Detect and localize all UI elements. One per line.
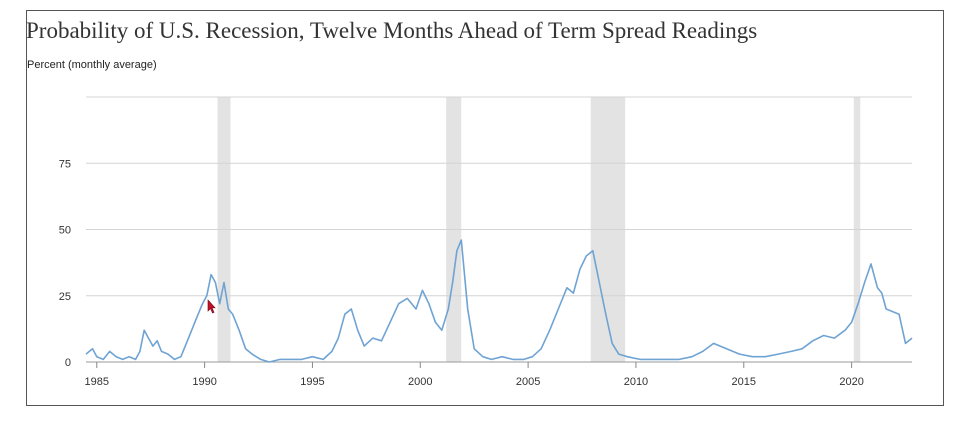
chart-title: Probability of U.S. Recession, Twelve Mo… [26, 18, 758, 43]
y-tick-label: 25 [59, 291, 71, 303]
x-tick-label: 2000 [408, 376, 432, 388]
y-tick-label: 0 [65, 357, 71, 369]
grid-lines [86, 96, 912, 363]
x-tick-label: 2010 [624, 376, 648, 388]
x-tick-label: 2005 [516, 376, 540, 388]
y-tick-label: 75 [59, 158, 71, 170]
x-axis-ticks: 1985 1990 1995 2000 2005 2010 2015 2020 [85, 362, 864, 388]
chart-frame [26, 10, 944, 406]
cursor-pointer-icon [207, 299, 216, 314]
x-tick-label: 2015 [732, 376, 756, 388]
y-axis-unit-label: Percent (monthly average) [27, 59, 157, 71]
y-tick-label: 50 [59, 225, 71, 237]
series-line-group [85, 239, 913, 363]
y-axis-ticks: 0 25 50 75 [59, 158, 71, 369]
x-tick-label: 1995 [300, 376, 324, 388]
recession-probability-line [85, 239, 913, 363]
x-tick-label: 1990 [192, 376, 216, 388]
x-tick-label: 1985 [85, 376, 109, 388]
x-tick-label: 2020 [839, 376, 863, 388]
